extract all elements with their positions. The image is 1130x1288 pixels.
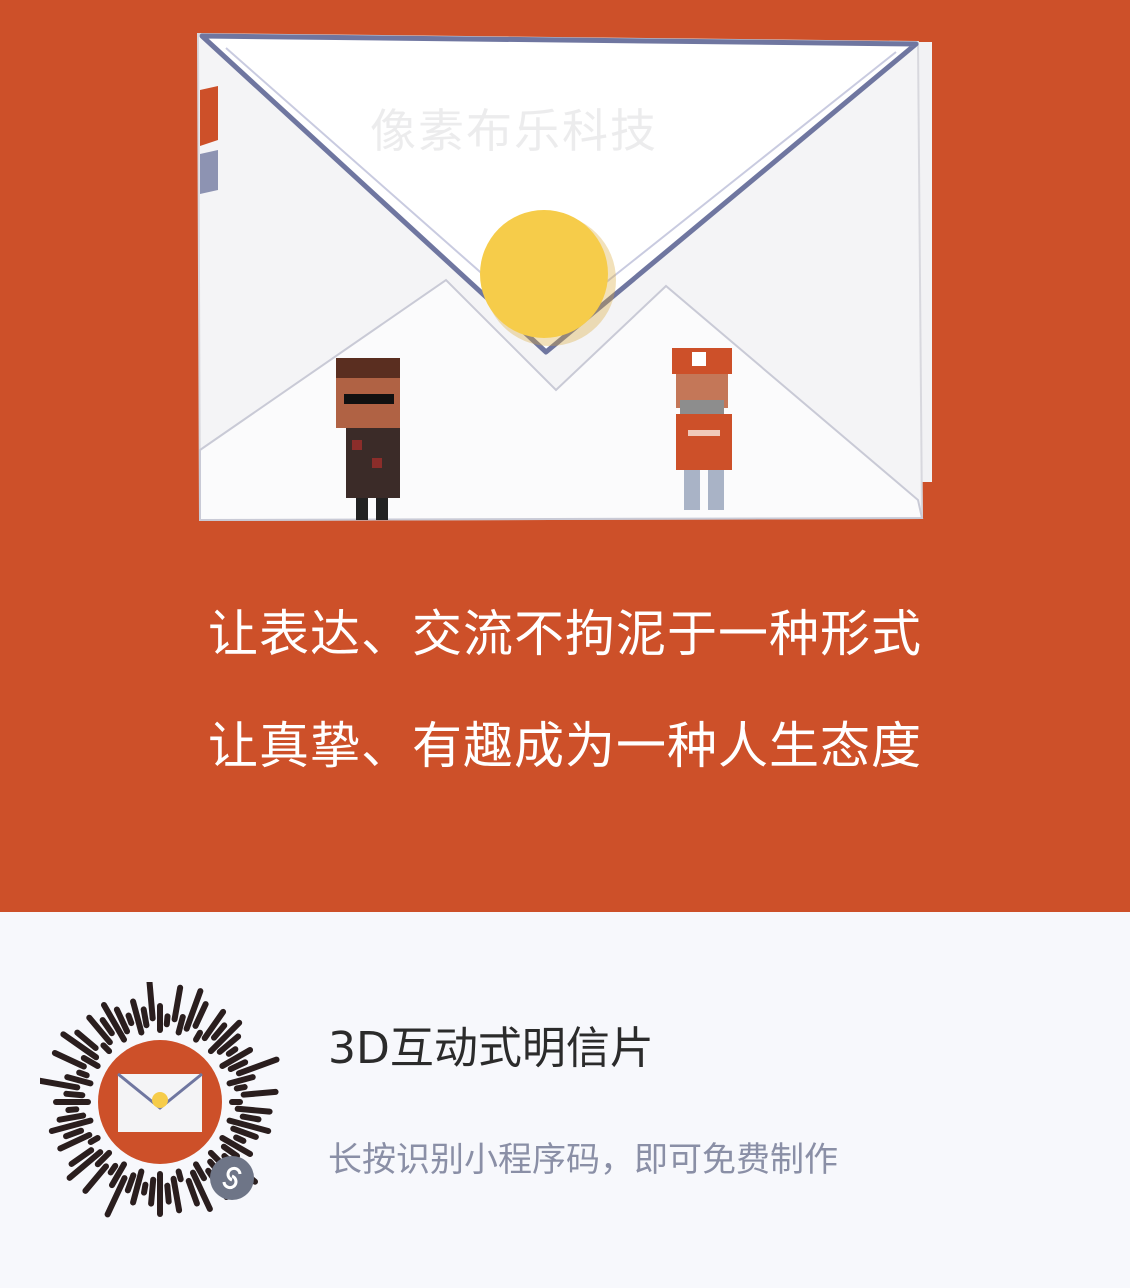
qr-code[interactable] [34, 975, 280, 1222]
product-title: 3D互动式明信片 [328, 1023, 654, 1074]
hero-section: 像素布乐科技 让表达、交流不拘泥于一种形式 让真挚、有趣成为一种人生态度 [0, 0, 1130, 912]
scan-instruction: 长按识别小程序码，即可免费制作 [328, 1140, 838, 1180]
pixel-character-left [336, 358, 400, 520]
envelope-illustration [196, 30, 936, 522]
slogan-line-1: 让表达、交流不拘泥于一种形式 [208, 605, 922, 663]
slogan-line-2: 让真挚、有趣成为一种人生态度 [208, 717, 922, 775]
footer-section: 3D互动式明信片 长按识别小程序码，即可免费制作 [0, 912, 1130, 1288]
pixel-character-right [672, 348, 732, 510]
seal-icon [480, 210, 608, 338]
mini-program-logo-icon [210, 1156, 254, 1200]
brand-watermark: 像素布乐科技 [370, 104, 658, 158]
